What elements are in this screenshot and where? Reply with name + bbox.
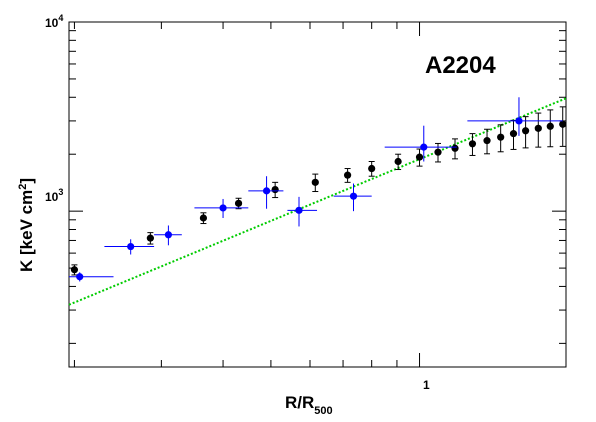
cluster-annotation: A2204 xyxy=(425,52,496,79)
data-point xyxy=(534,124,542,132)
data-point xyxy=(271,186,279,194)
data-point xyxy=(483,137,491,145)
data-point xyxy=(468,140,477,148)
data-point xyxy=(509,130,518,138)
data-point xyxy=(420,143,428,151)
data-point xyxy=(199,214,208,222)
data-point xyxy=(262,187,271,195)
data-point xyxy=(349,192,358,200)
fit-line xyxy=(68,97,567,306)
plot-frame xyxy=(68,21,567,368)
y-tick-label-1e3: 103 xyxy=(45,187,63,204)
data-point xyxy=(311,178,319,186)
x-axis-label: R/R500 xyxy=(285,393,333,417)
data-point xyxy=(434,148,442,156)
data-point xyxy=(394,157,402,166)
data-point xyxy=(164,231,173,239)
data-point xyxy=(343,171,352,179)
x-axis-ticks xyxy=(73,22,421,367)
data-point xyxy=(234,199,243,207)
x-tick-label-1: 1 xyxy=(423,378,430,392)
fit-line-group xyxy=(68,97,567,306)
black-series-points xyxy=(70,106,567,276)
data-point xyxy=(76,273,84,281)
data-point xyxy=(295,206,303,214)
data-point xyxy=(451,144,459,152)
data-point xyxy=(559,120,567,128)
data-point xyxy=(70,266,79,274)
data-point xyxy=(415,153,424,161)
data-point xyxy=(127,242,135,251)
data-point xyxy=(546,122,554,130)
data-point xyxy=(497,133,505,141)
y-axis-label: K [keV cm2] xyxy=(17,178,36,272)
data-point xyxy=(515,117,523,125)
blue-series-points xyxy=(69,97,563,282)
data-point xyxy=(522,127,530,135)
y-tick-label-1e4: 104 xyxy=(45,13,63,30)
data-point xyxy=(368,164,376,173)
data-point xyxy=(219,204,227,212)
data-point xyxy=(146,234,154,242)
